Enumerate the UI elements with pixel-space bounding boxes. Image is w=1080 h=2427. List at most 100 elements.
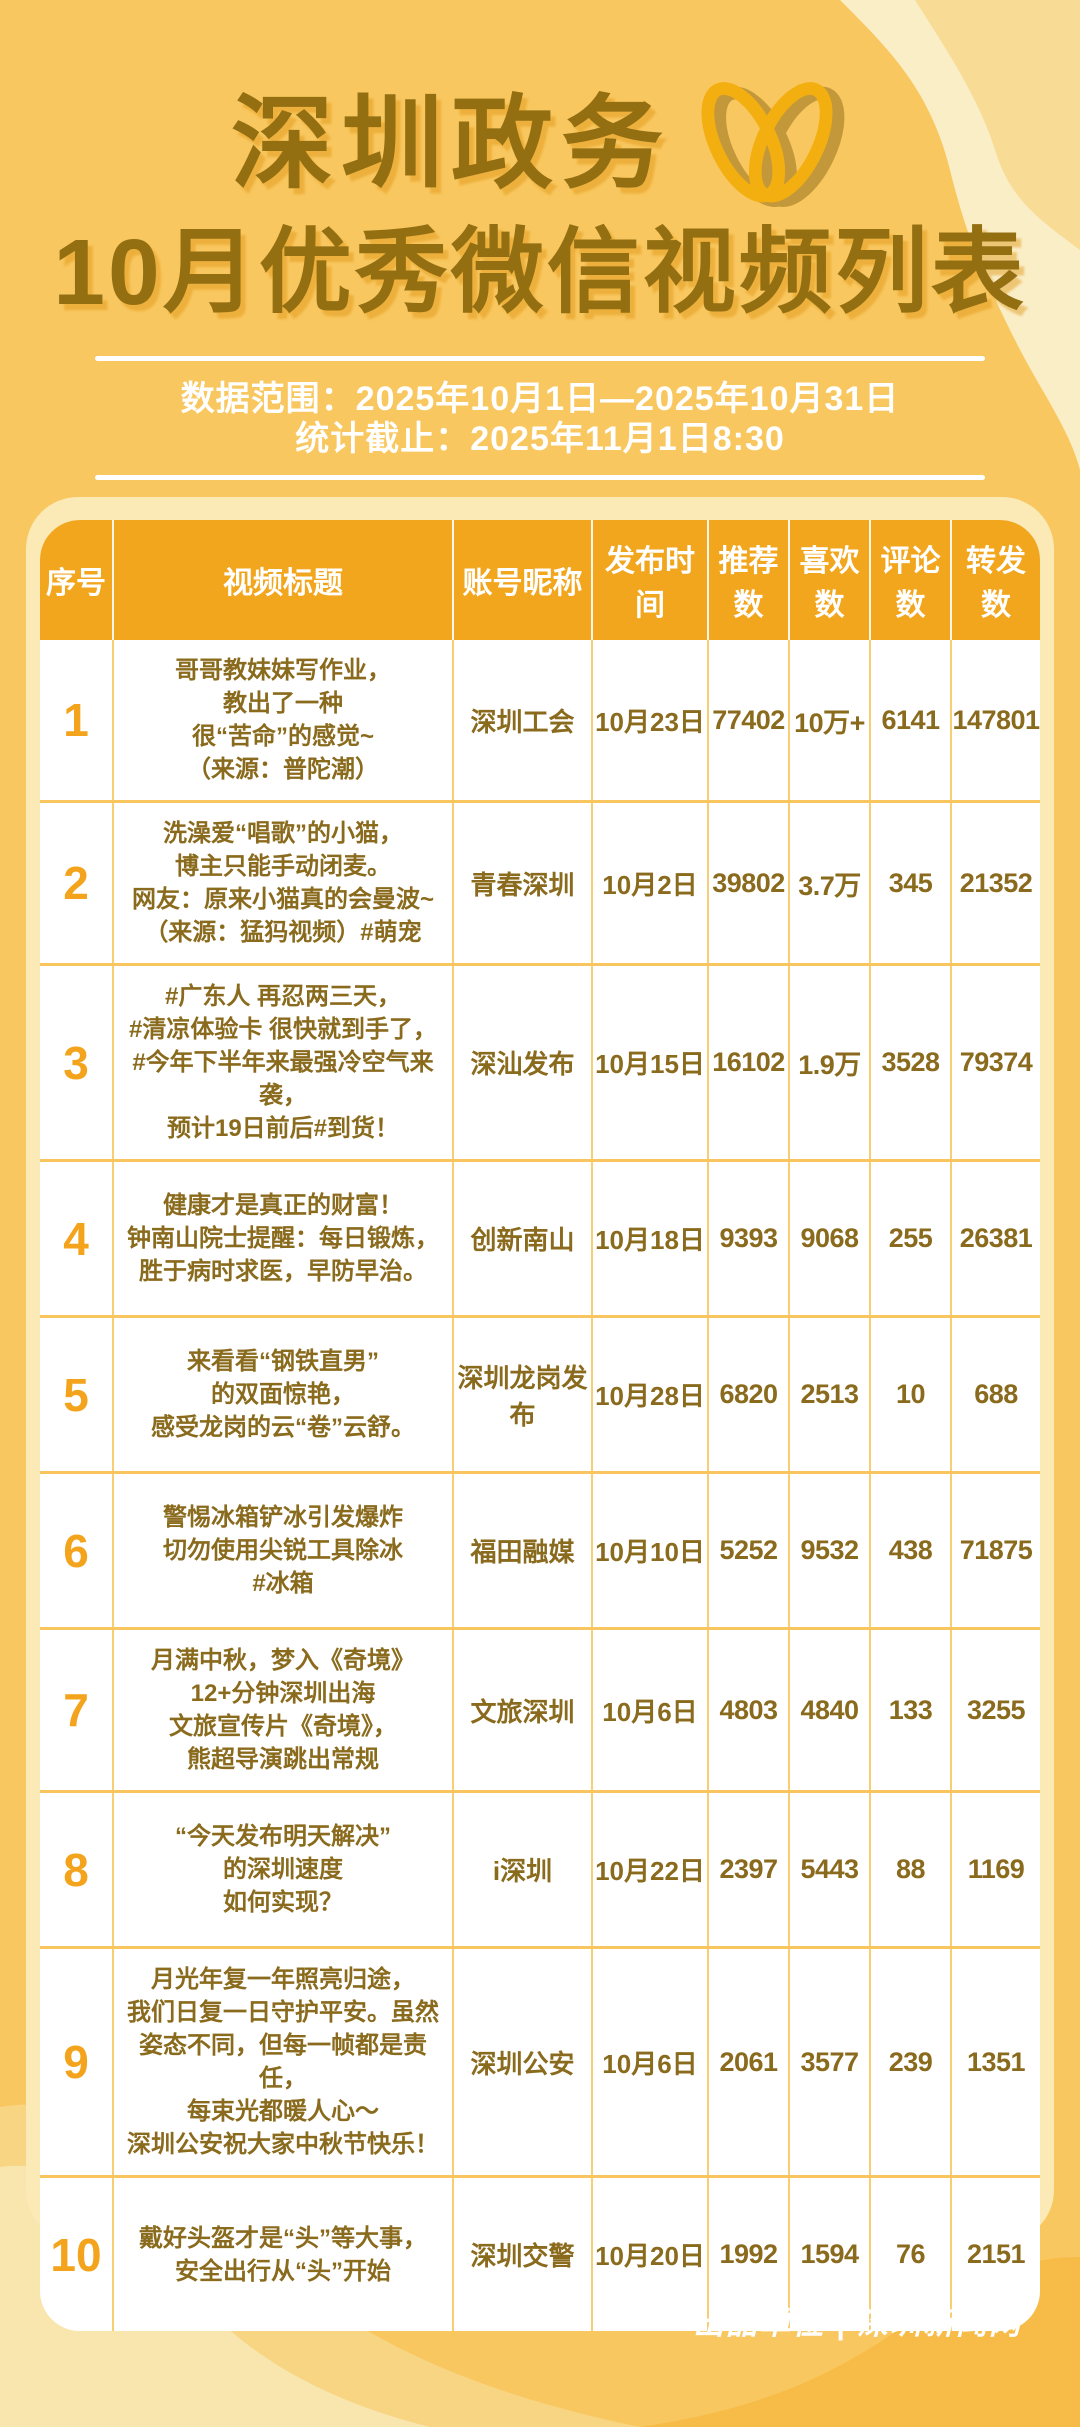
video-title-cell: #广东人 再忍两三天， #清凉体验卡 很快就到手了， #今年下半年来最强冷空气来… xyxy=(114,966,454,1159)
recommend-count-cell: 9393 xyxy=(709,1162,790,1315)
comment-count-cell: 88 xyxy=(871,1793,952,1946)
video-table: 序号 视频标题 账号昵称 发布时间 推荐数 喜欢数 评论数 转发数 1 哥哥教妹妹… xyxy=(40,520,1040,2331)
share-count-cell: 26381 xyxy=(959,1223,1033,1253)
share-count-cell: 688 xyxy=(974,1379,1018,1409)
like-count-cell: 10万+ xyxy=(790,640,871,800)
rank-cell: 4 xyxy=(40,1162,114,1315)
recommend-count-cell: 77402 xyxy=(709,640,790,800)
like-count-cell: 4840 xyxy=(790,1630,871,1790)
share-count-cell: 147801 xyxy=(952,704,1040,735)
col-header-title: 视频标题 xyxy=(114,520,454,640)
divider-line xyxy=(95,355,985,361)
comment-count-cell: 133 xyxy=(871,1630,952,1790)
publish-date-cell: 10月28日 xyxy=(593,1318,709,1471)
video-title-cell: “今天发布明天解决” 的深圳速度 如何实现？ xyxy=(114,1793,454,1946)
share-count-cell: 79374 xyxy=(959,1047,1033,1077)
like-count-cell: 1594 xyxy=(790,2178,871,2331)
share-count-cell: 1351 xyxy=(966,2046,1026,2077)
video-title-cell: 月满中秋，梦入《奇境》 12+分钟深圳出海 文旅宣传片《奇境》， 熊超导演跳出常… xyxy=(114,1630,454,1790)
page-title: 深圳政务 xyxy=(231,86,671,201)
table-row: 9 月光年复一年照亮归途， 我们日复一日守护平安。虽然 姿态不同，但每一帧都是责任… xyxy=(40,1949,1040,2178)
publish-date-cell: 10月18日 xyxy=(593,1162,709,1315)
publish-date-cell: 10月22日 xyxy=(593,1793,709,1946)
publish-date-cell: 10月20日 xyxy=(593,2178,709,2331)
data-range-text: 数据范围：2025年10月1日—2025年10月31日 xyxy=(180,379,900,418)
col-header-date: 发布时间 xyxy=(593,520,709,640)
rank-cell: 6 xyxy=(40,1474,114,1627)
share-count-cell: 21352 xyxy=(959,867,1033,898)
comment-count-cell: 10 xyxy=(871,1318,952,1471)
table-row: 8 “今天发布明天解决” 的深圳速度 如何实现？ i深圳 10月22日 2397 5443… xyxy=(40,1793,1040,1949)
publish-date-cell: 10月2日 xyxy=(593,803,709,963)
table-row: 4 健康才是真正的财富！ 钟南山院士提醒：每日锻炼， 胜于病时求医，早防早治。 创新… xyxy=(40,1162,1040,1318)
col-header-recommend: 推荐数 xyxy=(709,520,790,640)
table-row: 1 哥哥教妹妹写作业， 教出了一种 很“苦命”的感觉~ （来源：普陀潮） 深圳工会 1… xyxy=(40,640,1040,803)
account-cell: 福田融媒 xyxy=(454,1474,593,1627)
table-row: 10 戴好头盔才是“头”等大事， 安全出行从“头”开始 深圳交警 10月20日 1992… xyxy=(40,2178,1040,2331)
rank-cell: 7 xyxy=(40,1630,114,1790)
share-count-cell: 2151 xyxy=(966,2239,1026,2269)
like-count-cell: 9068 xyxy=(790,1162,871,1315)
video-title-cell: 月光年复一年照亮归途， 我们日复一日守护平安。虽然 姿态不同，但每一帧都是责任，… xyxy=(114,1949,454,2175)
publish-date-cell: 10月6日 xyxy=(593,1630,709,1790)
col-header-share: 转发数 xyxy=(966,545,1026,622)
comment-count-cell: 76 xyxy=(871,2178,952,2331)
like-count-cell: 3577 xyxy=(790,1949,871,2175)
video-title-cell: 洗澡爱“唱歌”的小猫， 博主只能手动闭麦。 网友：原来小猫真的会曼波~ （来源：… xyxy=(114,803,454,963)
rank-cell: 2 xyxy=(40,803,114,963)
col-header-comment: 评论数 xyxy=(871,520,952,640)
page-subtitle: 10月优秀微信视频列表 xyxy=(53,220,1027,324)
video-channels-logo-icon xyxy=(701,82,845,207)
like-count-cell: 1.9万 xyxy=(790,966,871,1159)
video-title-cell: 哥哥教妹妹写作业， 教出了一种 很“苦命”的感觉~ （来源：普陀潮） xyxy=(114,640,454,800)
col-header-like: 喜欢数 xyxy=(790,520,871,640)
recommend-count-cell: 16102 xyxy=(709,966,790,1159)
comment-count-cell: 438 xyxy=(871,1474,952,1627)
account-cell: 青春深圳 xyxy=(454,803,593,963)
like-count-cell: 3.7万 xyxy=(790,803,871,963)
header: 深圳政务 10月优秀微信视频列表 数据范围：2025年10月1日—2025年10… xyxy=(0,0,1080,480)
share-count-cell: 3255 xyxy=(966,1694,1026,1725)
table-row: 6 警惕冰箱铲冰引发爆炸 切勿使用尖锐工具除冰 #冰箱 福田融媒 10月10日 5252… xyxy=(40,1474,1040,1630)
rank-cell: 9 xyxy=(40,1949,114,2175)
comment-count-cell: 345 xyxy=(871,803,952,963)
table-body: 1 哥哥教妹妹写作业， 教出了一种 很“苦命”的感觉~ （来源：普陀潮） 深圳工会 1… xyxy=(40,640,1040,2331)
recommend-count-cell: 4803 xyxy=(709,1630,790,1790)
rank-cell: 10 xyxy=(40,2178,114,2331)
table-row: 5 来看看“钢铁直男” 的双面惊艳， 感受龙岗的云“卷”云舒。 深圳龙岗发布 10月2… xyxy=(40,1318,1040,1474)
account-cell: 文旅深圳 xyxy=(454,1630,593,1790)
publish-date-cell: 10月15日 xyxy=(593,966,709,1159)
account-cell: 深圳龙岗发布 xyxy=(454,1318,593,1471)
like-count-cell: 2513 xyxy=(790,1318,871,1471)
publish-date-cell: 10月10日 xyxy=(593,1474,709,1627)
recommend-count-cell: 39802 xyxy=(709,803,790,963)
rank-cell: 5 xyxy=(40,1318,114,1471)
recommend-count-cell: 2397 xyxy=(709,1793,790,1946)
col-header-account: 账号昵称 xyxy=(454,520,593,640)
recommend-count-cell: 1992 xyxy=(709,2178,790,2331)
table-card: 序号 视频标题 账号昵称 发布时间 推荐数 喜欢数 评论数 转发数 1 哥哥教妹妹… xyxy=(26,497,1054,2331)
like-count-cell: 5443 xyxy=(790,1793,871,1946)
comment-count-cell: 3528 xyxy=(871,966,952,1159)
recommend-count-cell: 2061 xyxy=(709,1949,790,2175)
share-count-cell: 71875 xyxy=(959,1535,1033,1565)
video-title-cell: 戴好头盔才是“头”等大事， 安全出行从“头”开始 xyxy=(114,2178,454,2331)
account-cell: 深圳工会 xyxy=(454,640,593,800)
comment-count-cell: 6141 xyxy=(871,640,952,800)
comment-count-cell: 255 xyxy=(871,1162,952,1315)
account-cell: 深圳公安 xyxy=(454,1949,593,2175)
col-header-rank: 序号 xyxy=(40,520,114,640)
publish-date-cell: 10月6日 xyxy=(593,1949,709,2175)
recommend-count-cell: 6820 xyxy=(709,1318,790,1471)
like-count-cell: 9532 xyxy=(790,1474,871,1627)
table-row: 2 洗澡爱“唱歌”的小猫， 博主只能手动闭麦。 网友：原来小猫真的会曼波~ （来源… xyxy=(40,803,1040,966)
share-count-cell: 1169 xyxy=(967,1854,1025,1884)
account-cell: i深圳 xyxy=(454,1793,593,1946)
comment-count-cell: 239 xyxy=(871,1949,952,2175)
table-header-row: 序号 视频标题 账号昵称 发布时间 推荐数 喜欢数 评论数 转发数 xyxy=(40,520,1040,640)
recommend-count-cell: 5252 xyxy=(709,1474,790,1627)
video-title-cell: 警惕冰箱铲冰引发爆炸 切勿使用尖锐工具除冰 #冰箱 xyxy=(114,1474,454,1627)
table-row: 7 月满中秋，梦入《奇境》 12+分钟深圳出海 文旅宣传片《奇境》， 熊超导演跳出… xyxy=(40,1630,1040,1793)
table-row: 3 #广东人 再忍两三天， #清凉体验卡 很快就到手了， #今年下半年来最强冷空气… xyxy=(40,966,1040,1162)
